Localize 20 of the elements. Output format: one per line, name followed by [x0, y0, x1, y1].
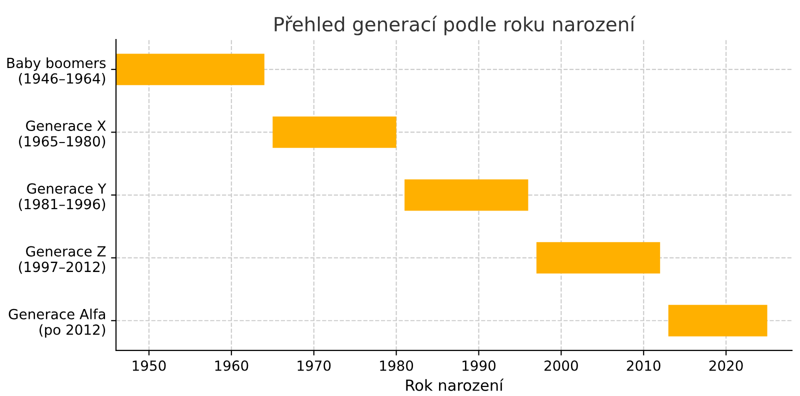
- bar: [272, 116, 396, 148]
- bar: [116, 54, 264, 86]
- y-tick-label: Generace Y (1981–1996): [18, 183, 106, 211]
- bar: [404, 179, 528, 211]
- y-tick-label: Generace Z (1997–2012): [18, 246, 106, 274]
- x-tick-label: 1960: [215, 360, 248, 371]
- x-tick-label: 2000: [544, 360, 578, 371]
- x-tick-label: 1980: [380, 360, 414, 371]
- y-tick-label: Generace X (1965–1980): [18, 120, 106, 148]
- chart-title: Přehled generací podle roku narození: [274, 16, 636, 36]
- x-tick-label: 1950: [132, 360, 166, 371]
- x-tick-label: 1990: [462, 360, 496, 371]
- bar: [536, 242, 660, 274]
- x-tick-label: 2010: [626, 360, 660, 371]
- y-tick-label: Generace Alfa (po 2012): [8, 308, 106, 338]
- x-tick-label: 1970: [298, 360, 331, 371]
- x-tick-label: 2020: [709, 360, 743, 371]
- x-axis-title: Rok narození: [406, 378, 504, 392]
- y-tick-label: Baby boomers (1946–1964): [7, 57, 106, 86]
- bar: [668, 304, 768, 336]
